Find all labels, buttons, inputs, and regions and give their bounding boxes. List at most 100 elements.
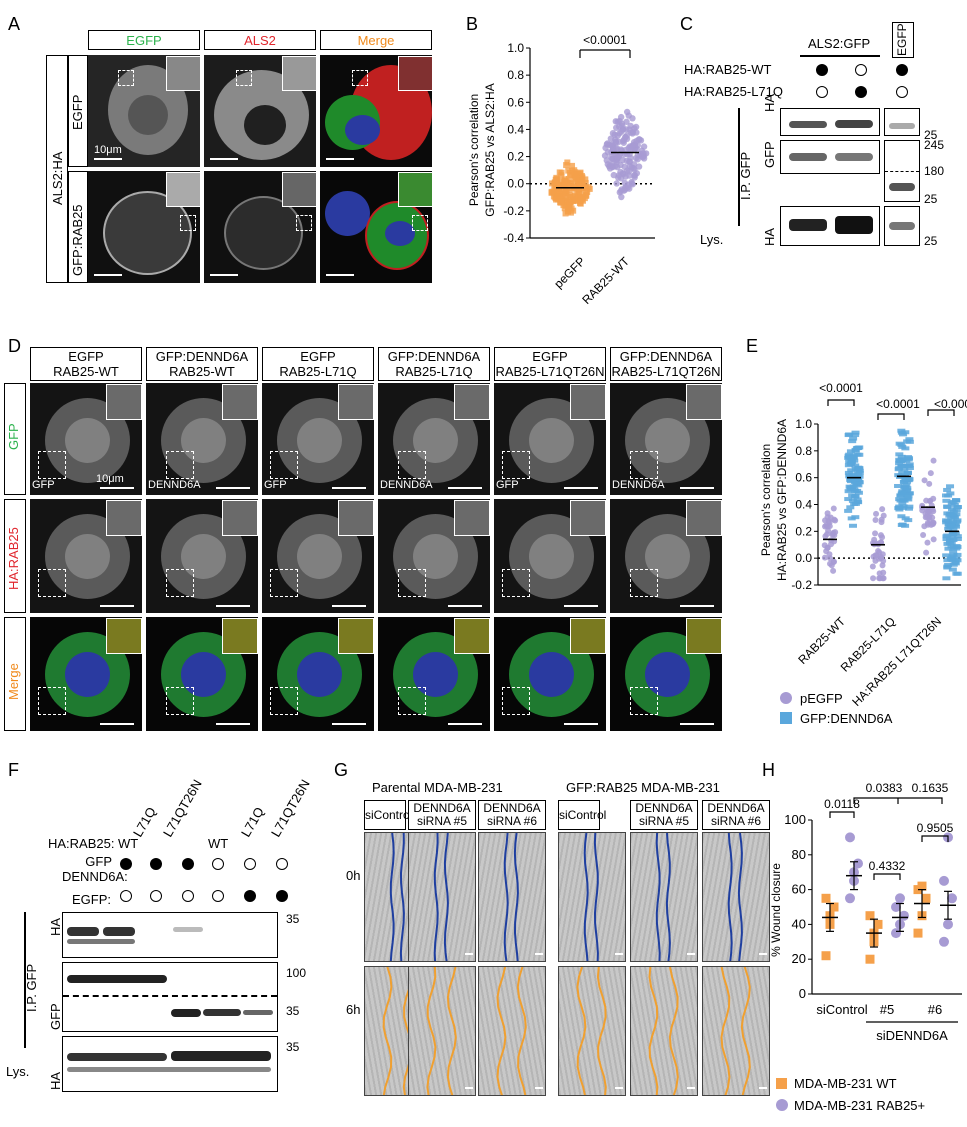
- e-point: [855, 480, 864, 485]
- h-point: [873, 919, 883, 929]
- e-point: [953, 558, 962, 563]
- e-point: [944, 546, 953, 551]
- e-point: [869, 563, 876, 570]
- e-point: [898, 470, 907, 475]
- e-point: [855, 452, 864, 457]
- e-point: [953, 505, 962, 510]
- h-point: [913, 928, 923, 938]
- b-point: [631, 174, 638, 181]
- d-image: GFP: [262, 383, 374, 495]
- e-point: [845, 452, 854, 457]
- f-dot: [212, 890, 224, 902]
- e-point: [943, 511, 952, 516]
- e-point: [953, 518, 962, 523]
- f-blot-3: [62, 1036, 278, 1092]
- b-point: [613, 163, 621, 171]
- e-point: [948, 533, 957, 538]
- e-point: [949, 509, 958, 514]
- f-row-gfp: GFP DENND6A:: [62, 854, 128, 884]
- d-col-header-line: EGFP: [532, 349, 568, 364]
- d-row-rab25: HA:RAB25: [6, 527, 21, 590]
- b-point: [560, 189, 567, 196]
- f-ip-label: I.P. GFP: [24, 963, 39, 1012]
- d-col-header-line: GFP:DENND6A: [155, 349, 249, 364]
- f-lys-label: Lys.: [6, 1064, 30, 1079]
- e-point: [903, 488, 912, 493]
- b-point: [568, 180, 575, 187]
- b-point: [622, 173, 629, 180]
- h-p-within-2: 0.9505: [917, 821, 954, 835]
- e-point: [870, 575, 877, 582]
- f-blot-2: [62, 962, 278, 1032]
- e-ytick: 0.8: [795, 444, 812, 458]
- a-roi: [296, 215, 312, 231]
- a-row-gfprab25-box: [68, 171, 88, 283]
- h-legend-rab25-marker: [776, 1099, 788, 1111]
- h-p-within-1: 0.4332: [869, 859, 906, 873]
- b-point: [562, 198, 569, 205]
- g-wound-image: [478, 832, 546, 962]
- b-ytick: -0.2: [503, 204, 524, 218]
- g-cond-header: siControl: [364, 800, 412, 830]
- d-image-label: DENND6A: [612, 479, 665, 491]
- a-col-merge: Merge: [320, 30, 432, 50]
- h-sig-3: [921, 835, 949, 842]
- b-point: [586, 185, 593, 192]
- e-point: [847, 468, 856, 473]
- e-point: [851, 515, 860, 520]
- f-dot: [212, 858, 224, 870]
- e-point: [895, 466, 904, 471]
- b-point: [569, 162, 576, 169]
- e-point: [821, 554, 828, 561]
- b-point: [571, 193, 578, 200]
- a-row-egfp: EGFP: [70, 94, 85, 130]
- e-point: [946, 491, 955, 496]
- b-point: [601, 152, 609, 159]
- g-cond-header: DENND6A siRNA #5: [630, 800, 698, 830]
- e-ylabel-1: Pearson's correlation: [759, 444, 773, 556]
- e-ytick: 0.6: [795, 471, 812, 485]
- e-point: [930, 457, 937, 464]
- h-p-across-1: 0.1635: [912, 781, 949, 795]
- e-point: [953, 534, 962, 539]
- a-side-label: ALS2:HA: [50, 151, 65, 205]
- b-point: [618, 128, 625, 135]
- b-point: [623, 108, 631, 116]
- h-point: [899, 910, 909, 921]
- g-wound-image: [630, 966, 698, 1096]
- c-blot-ha1: HA: [762, 93, 777, 112]
- b-point: [572, 169, 579, 176]
- f-dot: [182, 890, 194, 902]
- a-scalebar: [94, 274, 122, 276]
- d-image: [262, 499, 374, 613]
- a-scalebar: [94, 158, 122, 160]
- d-col-header-line: RAB25-L71QT26N: [495, 364, 605, 379]
- e-sig-1: [827, 399, 855, 406]
- b-point: [552, 176, 559, 183]
- e-point: [855, 470, 864, 475]
- b-point: [554, 193, 561, 200]
- b-point: [635, 163, 643, 170]
- d-image: [30, 617, 142, 731]
- e-point: [879, 506, 886, 513]
- a-roi: [236, 70, 252, 86]
- d-image: [30, 499, 142, 613]
- b-point: [616, 117, 623, 125]
- e-point: [924, 539, 931, 546]
- e-point: [950, 502, 959, 507]
- b-point: [623, 118, 630, 125]
- e-point: [853, 497, 862, 502]
- e-point: [846, 455, 855, 460]
- g-cond-header-line: siRNA #5: [416, 814, 468, 828]
- e-point: [880, 512, 887, 519]
- b-point: [624, 181, 632, 188]
- b-ylabel-2: GFP:RAB25 vs ALS2:HA: [483, 83, 497, 216]
- e-point: [822, 517, 829, 524]
- b-ytick: 0.0: [507, 177, 524, 191]
- e-point: [894, 506, 903, 511]
- h-point: [939, 875, 949, 886]
- e-point: [905, 465, 914, 470]
- d-image: DENND6A: [378, 383, 490, 495]
- c-mw: 25: [924, 192, 938, 206]
- b-point: [565, 193, 572, 200]
